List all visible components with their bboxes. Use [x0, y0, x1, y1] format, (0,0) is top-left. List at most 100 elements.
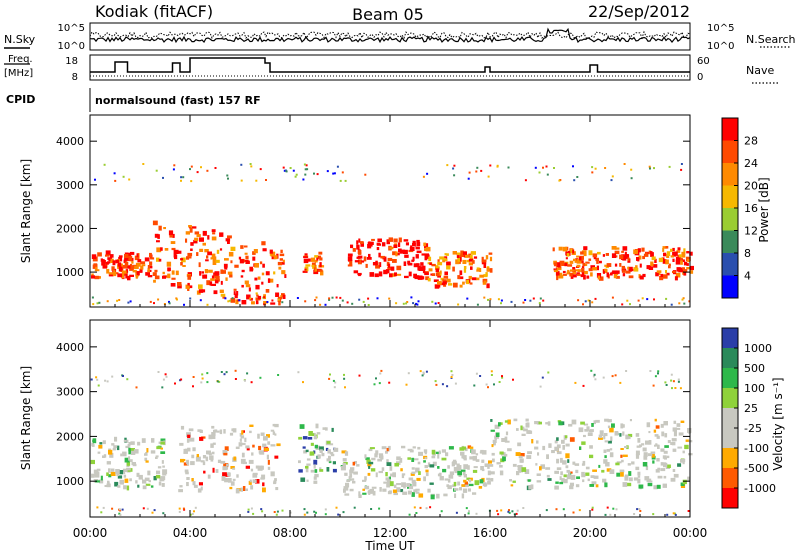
heatmap-cell	[425, 469, 429, 473]
heatmap-cell	[273, 255, 278, 260]
heatmap-cell	[171, 270, 175, 275]
heatmap-cell	[295, 173, 298, 176]
heatmap-cell	[182, 265, 186, 267]
heatmap-cell	[461, 469, 466, 472]
heatmap-cell	[145, 460, 149, 463]
heatmap-cell	[682, 267, 685, 270]
heatmap-cell	[499, 470, 504, 476]
heatmap-cell	[92, 444, 95, 447]
heatmap-cell	[547, 371, 550, 374]
heatmap-cell	[151, 511, 154, 514]
heatmap-cell	[381, 446, 387, 450]
heatmap-cell	[660, 423, 664, 428]
heatmap-cell	[607, 419, 612, 423]
heatmap-cell	[476, 166, 479, 169]
heatmap-cell	[108, 474, 112, 478]
heatmap-cell	[392, 251, 396, 256]
heatmap-cell	[637, 438, 641, 443]
heatmap-cell	[420, 262, 424, 266]
heatmap-cell	[554, 470, 559, 474]
heatmap-cell	[360, 242, 364, 247]
heatmap-cell	[580, 421, 585, 425]
heatmap-cell	[168, 230, 174, 236]
colorbar-tick-label: 28	[744, 135, 758, 148]
heatmap-cell	[603, 449, 607, 453]
heatmap-cell	[545, 467, 551, 470]
heatmap-cell	[144, 457, 148, 461]
heatmap-cell	[512, 480, 516, 483]
heatmap-cell	[561, 478, 565, 483]
y-tick-label: 1000	[56, 475, 84, 488]
heatmap-cell	[585, 472, 590, 476]
heatmap-cell	[152, 220, 158, 226]
heatmap-cell	[622, 482, 628, 487]
heatmap-cell	[603, 435, 606, 440]
heatmap-cell	[162, 275, 167, 279]
heatmap-cell	[125, 445, 130, 449]
heatmap-cell	[591, 423, 594, 427]
heatmap-cell	[575, 484, 580, 488]
heatmap-cell	[107, 480, 110, 484]
heatmap-cell	[247, 510, 250, 513]
heatmap-cell	[671, 438, 677, 442]
heatmap-cell	[306, 463, 311, 466]
heatmap-cell	[358, 374, 361, 377]
heatmap-cell	[500, 509, 503, 512]
heatmap-cell	[202, 274, 208, 279]
heatmap-cell	[94, 275, 100, 280]
heatmap-cell	[227, 177, 229, 180]
heatmap-cell	[670, 442, 675, 445]
heatmap-cell	[230, 481, 235, 486]
heatmap-cell	[447, 479, 451, 483]
heatmap-cell	[201, 373, 204, 376]
heatmap-cell	[585, 261, 590, 264]
heatmap-cell	[405, 302, 408, 305]
heatmap-cell	[604, 513, 607, 516]
heatmap-cell	[196, 234, 201, 238]
heatmap-cell	[416, 303, 419, 306]
heatmap-cell	[582, 384, 585, 387]
heatmap-cell	[118, 256, 121, 261]
heatmap-cell	[394, 462, 399, 467]
heatmap-cell	[612, 507, 615, 510]
heatmap-cell	[245, 284, 251, 288]
heatmap-cell	[496, 462, 501, 465]
heatmap-cell	[135, 272, 139, 278]
heatmap-cell	[273, 511, 276, 513]
heatmap-cell	[336, 165, 339, 168]
heatmap-cell	[254, 263, 259, 268]
heatmap-cell	[255, 300, 259, 305]
heatmap-cell	[672, 448, 677, 452]
heatmap-cell	[580, 251, 585, 255]
heatmap-cell	[238, 256, 242, 260]
heatmap-cell	[130, 441, 135, 445]
heatmap-cell	[298, 469, 303, 473]
colorbar-swatch	[722, 488, 738, 509]
freq-label-line2: [MHz]	[4, 68, 33, 79]
heatmap-cell	[639, 510, 642, 512]
y-tick-label: 2000	[56, 222, 84, 235]
heatmap-cell	[450, 370, 453, 373]
heatmap-cell	[356, 464, 360, 467]
heatmap-cell	[471, 251, 476, 255]
heatmap-cell	[370, 508, 373, 510]
heatmap-cell	[147, 470, 151, 476]
heatmap-cell	[670, 303, 673, 306]
heatmap-cell	[511, 510, 514, 513]
heatmap-cell	[162, 378, 165, 381]
heatmap-cell	[559, 481, 564, 485]
heatmap-cell	[401, 474, 405, 479]
heatmap-cell	[367, 472, 371, 476]
heatmap-cell	[400, 468, 403, 472]
heatmap-cell	[425, 507, 428, 510]
heatmap-cell	[220, 269, 224, 274]
heatmap-cell	[545, 422, 549, 425]
heatmap-cell	[329, 443, 334, 446]
heatmap-cell	[622, 454, 628, 457]
heatmap-cell	[280, 249, 283, 253]
freq-lines	[90, 57, 690, 77]
heatmap-cell	[653, 429, 657, 433]
heatmap-cell	[522, 301, 525, 304]
heatmap-cell	[335, 296, 338, 299]
heatmap-cell	[227, 472, 230, 477]
